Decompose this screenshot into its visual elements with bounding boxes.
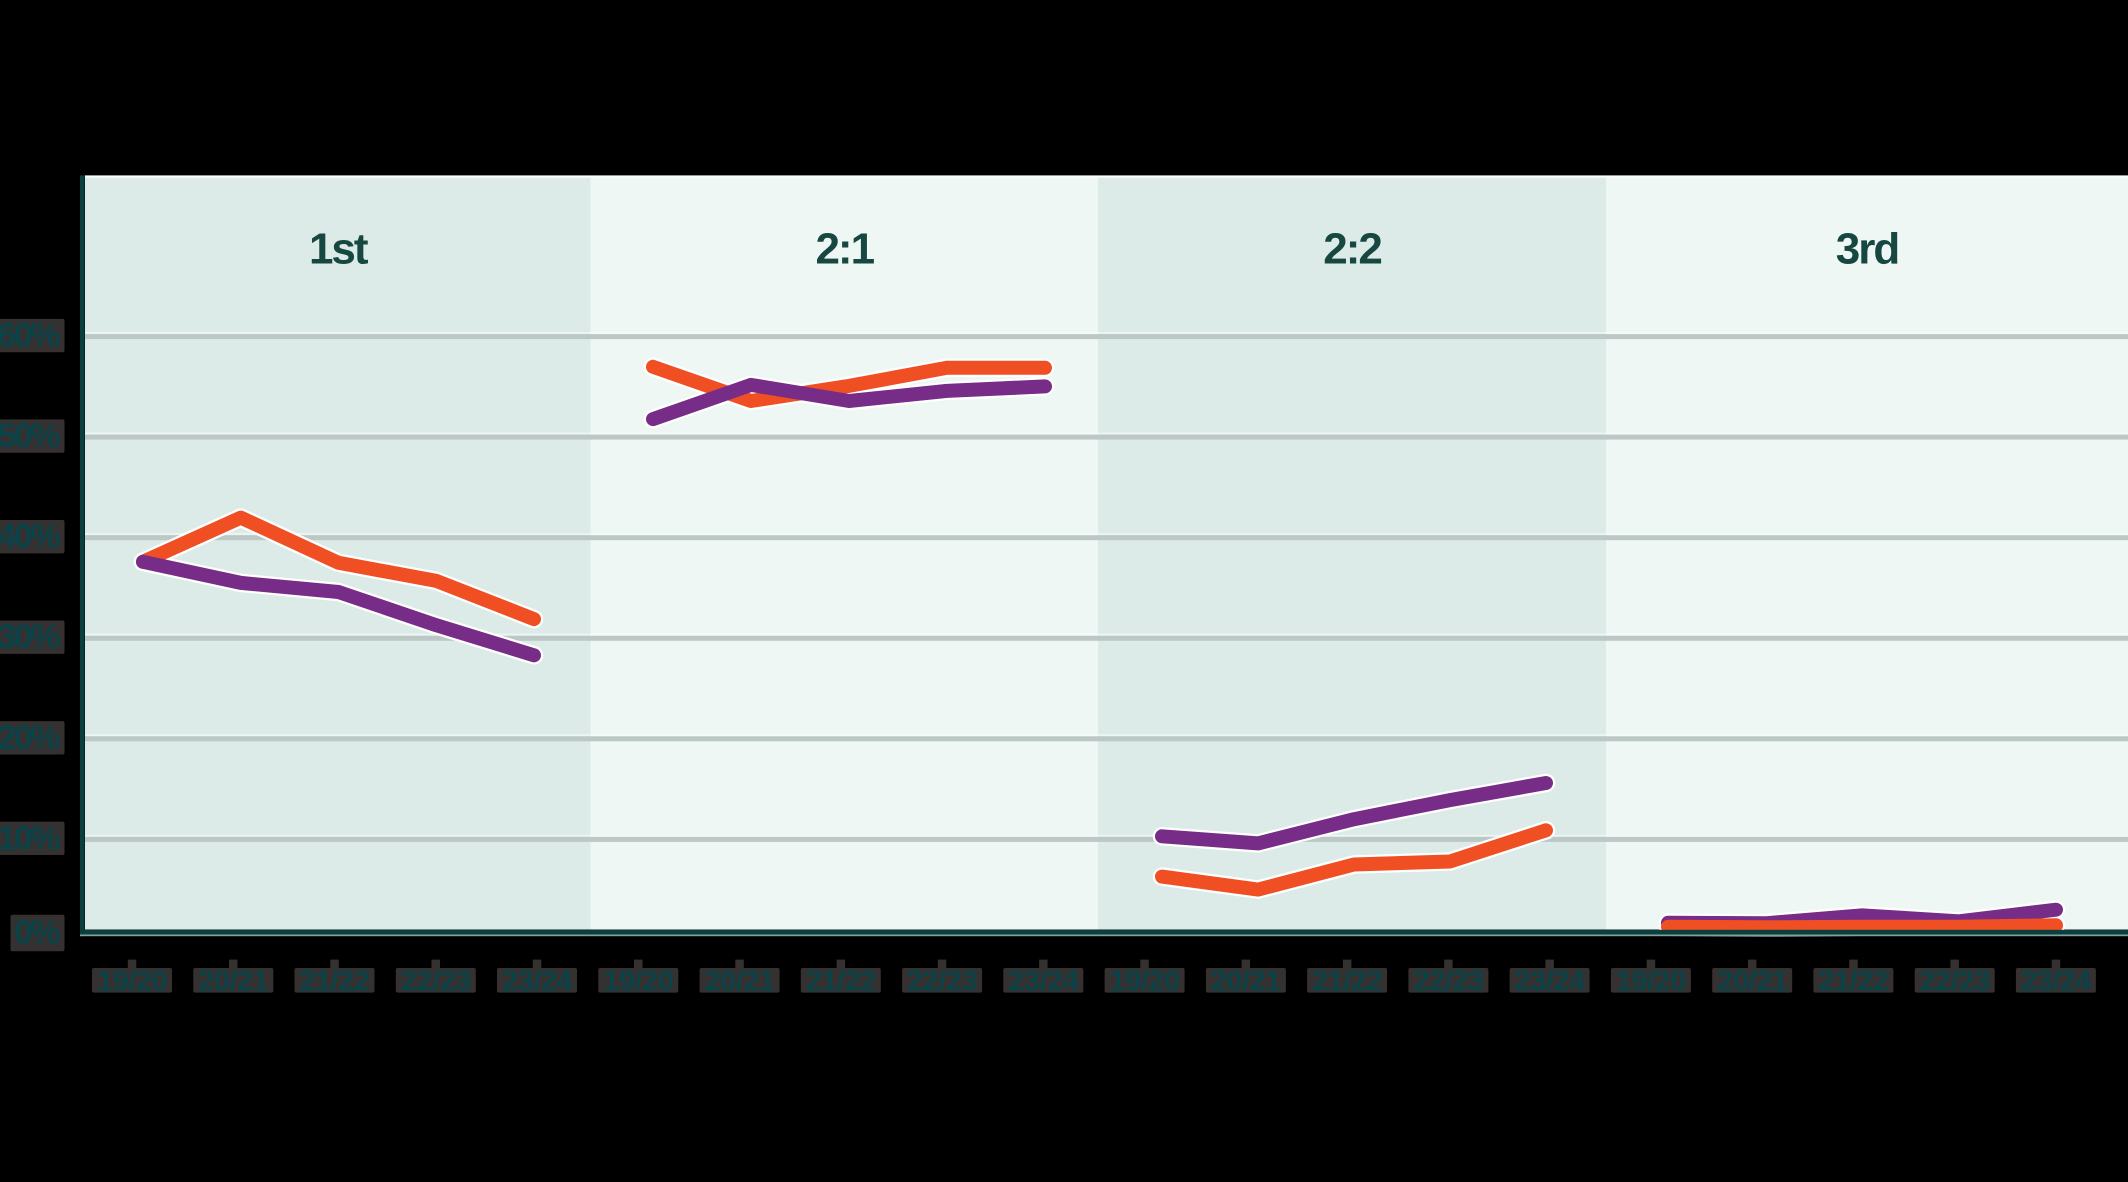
svg-text:50%: 50% [0, 417, 60, 455]
svg-text:40%: 40% [0, 518, 60, 556]
svg-text:23/24: 23/24 [2021, 966, 2091, 998]
svg-text:20/21: 20/21 [1717, 966, 1787, 998]
svg-text:19/20: 19/20 [1110, 966, 1180, 998]
svg-text:19/20: 19/20 [97, 966, 167, 998]
svg-text:1st: 1st [309, 225, 369, 274]
svg-text:20%: 20% [0, 719, 60, 757]
svg-text:20/21: 20/21 [1211, 966, 1281, 998]
svg-text:2:2: 2:2 [1323, 225, 1381, 274]
svg-text:21/22: 21/22 [1312, 966, 1382, 998]
svg-text:22/23: 22/23 [907, 966, 977, 998]
svg-text:10%: 10% [0, 819, 60, 857]
svg-text:3rd: 3rd [1836, 225, 1898, 274]
svg-text:23/24: 23/24 [1515, 966, 1585, 998]
svg-text:2:1: 2:1 [815, 225, 874, 274]
svg-text:22/23: 22/23 [1413, 966, 1483, 998]
svg-text:60%: 60% [0, 317, 60, 355]
svg-text:22/23: 22/23 [1920, 966, 1990, 998]
svg-text:23/24: 23/24 [1008, 966, 1078, 998]
svg-text:0%: 0% [14, 914, 60, 952]
svg-text:30%: 30% [0, 618, 60, 656]
svg-text:21/22: 21/22 [806, 966, 876, 998]
svg-text:21/22: 21/22 [1818, 966, 1888, 998]
svg-text:22/23: 22/23 [401, 966, 471, 998]
svg-text:19/20: 19/20 [603, 966, 673, 998]
svg-text:20/21: 20/21 [705, 966, 775, 998]
svg-text:19/20: 19/20 [1616, 966, 1686, 998]
svg-text:20/21: 20/21 [198, 966, 268, 998]
svg-text:23/24: 23/24 [502, 966, 572, 998]
svg-text:21/22: 21/22 [299, 966, 369, 998]
